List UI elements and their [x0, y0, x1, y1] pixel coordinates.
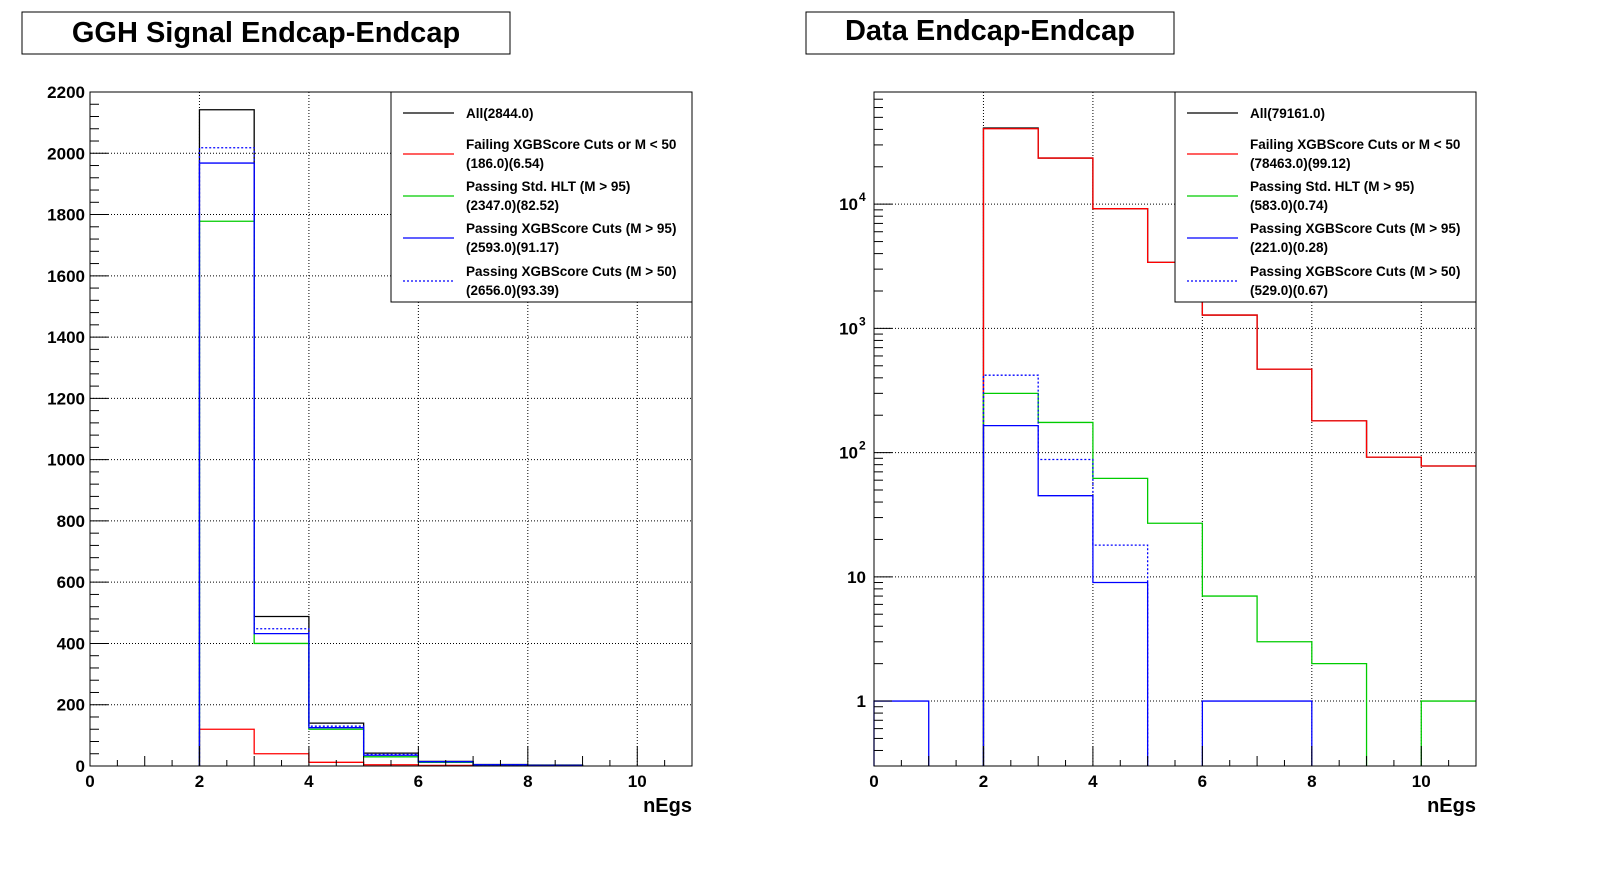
legend-box: [390, 91, 693, 303]
legend-label: Passing XGBScore Cuts (M > 50): [1250, 264, 1460, 279]
x-tick-label: 6: [414, 772, 423, 791]
y-tick-label: 1400: [47, 328, 85, 347]
x-tick-label: 10: [1412, 772, 1431, 791]
y-tick-label: 1: [857, 692, 866, 711]
legend-label: Passing XGBScore Cuts (M > 95): [466, 221, 676, 236]
legend-label: Passing Std. HLT (M > 95): [1250, 179, 1414, 194]
legend-label: Failing XGBScore Cuts or M < 50: [1250, 137, 1460, 152]
legend-label-stats: (186.0)(6.54): [466, 156, 544, 171]
legend-box: [1174, 91, 1477, 303]
legend-label-stats: (583.0)(0.74): [1250, 198, 1328, 213]
x-tick-label: 2: [195, 772, 204, 791]
y-tick-label: 10: [839, 444, 858, 463]
legend-label: Passing Std. HLT (M > 95): [466, 179, 630, 194]
legend-label: All(2844.0): [466, 106, 534, 121]
y-tick-exponent: 4: [859, 190, 866, 204]
x-tick-label: 0: [85, 772, 94, 791]
histogram-series-line: [982, 374, 1149, 766]
legend-label: Passing XGBScore Cuts (M > 95): [1250, 221, 1460, 236]
legend: All(79161.0) Failing XGBScore Cuts or M <…: [1174, 91, 1477, 303]
legend-label-stats: (2593.0)(91.17): [466, 240, 559, 255]
x-axis-label: nEgs: [643, 795, 692, 817]
y-tick-label: 0: [76, 757, 85, 776]
y-tick-label: 200: [57, 696, 85, 715]
histogram-series-line: [198, 220, 584, 767]
signal-histogram-panel: GGH Signal Endcap-Endcap 0 200 400 600 800 10…: [21, 11, 693, 817]
legend-label: Failing XGBScore Cuts or M < 50: [466, 137, 676, 152]
legend-label-stats: (78463.0)(99.12): [1250, 156, 1351, 171]
y-tick-label: 2000: [47, 144, 85, 163]
x-tick-label: 4: [1088, 772, 1098, 791]
y-tick-label: 1000: [47, 451, 85, 470]
legend-label-stats: (2656.0)(93.39): [466, 283, 559, 298]
legend-label-stats: (2347.0)(82.52): [466, 198, 559, 213]
chart-title: Data Endcap-Endcap: [845, 15, 1135, 47]
histogram-series-line: [198, 147, 584, 767]
y-tick-exponent: 3: [859, 314, 866, 328]
y-tick-exponent: 2: [859, 439, 866, 453]
x-tick-label: 0: [869, 772, 878, 791]
legend: All(2844.0) Failing XGBScore Cuts or M < …: [390, 91, 693, 303]
y-tick-label: 1600: [47, 267, 85, 286]
chart-title-box: [805, 11, 1175, 55]
x-tick-label: 8: [1307, 772, 1316, 791]
legend-label: All(79161.0): [1250, 106, 1325, 121]
x-tick-label: 2: [979, 772, 988, 791]
axes: 0 200 400 600 800 1000 1200 1400 1600 1800 2000 220…: [47, 83, 693, 791]
y-tick-label: 600: [57, 573, 85, 592]
chart-title-box: [21, 11, 511, 55]
x-axis-label: nEgs: [1427, 795, 1476, 817]
histogram-series: [873, 127, 1476, 766]
legend-label-stats: (529.0)(0.67): [1250, 283, 1328, 298]
y-tick-label: 2200: [47, 83, 85, 102]
y-tick-label: 1800: [47, 206, 85, 225]
y-tick-label: 1200: [47, 389, 85, 408]
x-tick-label: 10: [628, 772, 647, 791]
legend-label: Passing XGBScore Cuts (M > 50): [466, 264, 676, 279]
legend-label-stats: (221.0)(0.28): [1250, 240, 1328, 255]
x-tick-label: 4: [304, 772, 314, 791]
histogram-series-line: [982, 128, 1476, 766]
y-tick-label: 800: [57, 512, 85, 531]
y-tick-label: 400: [57, 634, 85, 653]
y-tick-label: 10: [839, 195, 858, 214]
y-tick-label: 10: [839, 319, 858, 338]
chart-title: GGH Signal Endcap-Endcap: [72, 17, 460, 49]
y-tick-label: 10: [847, 568, 866, 587]
x-tick-label: 6: [1198, 772, 1207, 791]
x-tick-label: 8: [523, 772, 532, 791]
histogram-series-line: [982, 392, 1476, 766]
